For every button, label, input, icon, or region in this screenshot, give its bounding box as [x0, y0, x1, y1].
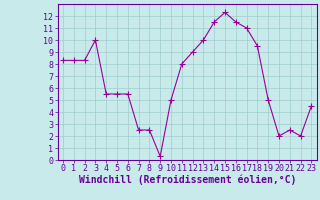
X-axis label: Windchill (Refroidissement éolien,°C): Windchill (Refroidissement éolien,°C) [78, 175, 296, 185]
